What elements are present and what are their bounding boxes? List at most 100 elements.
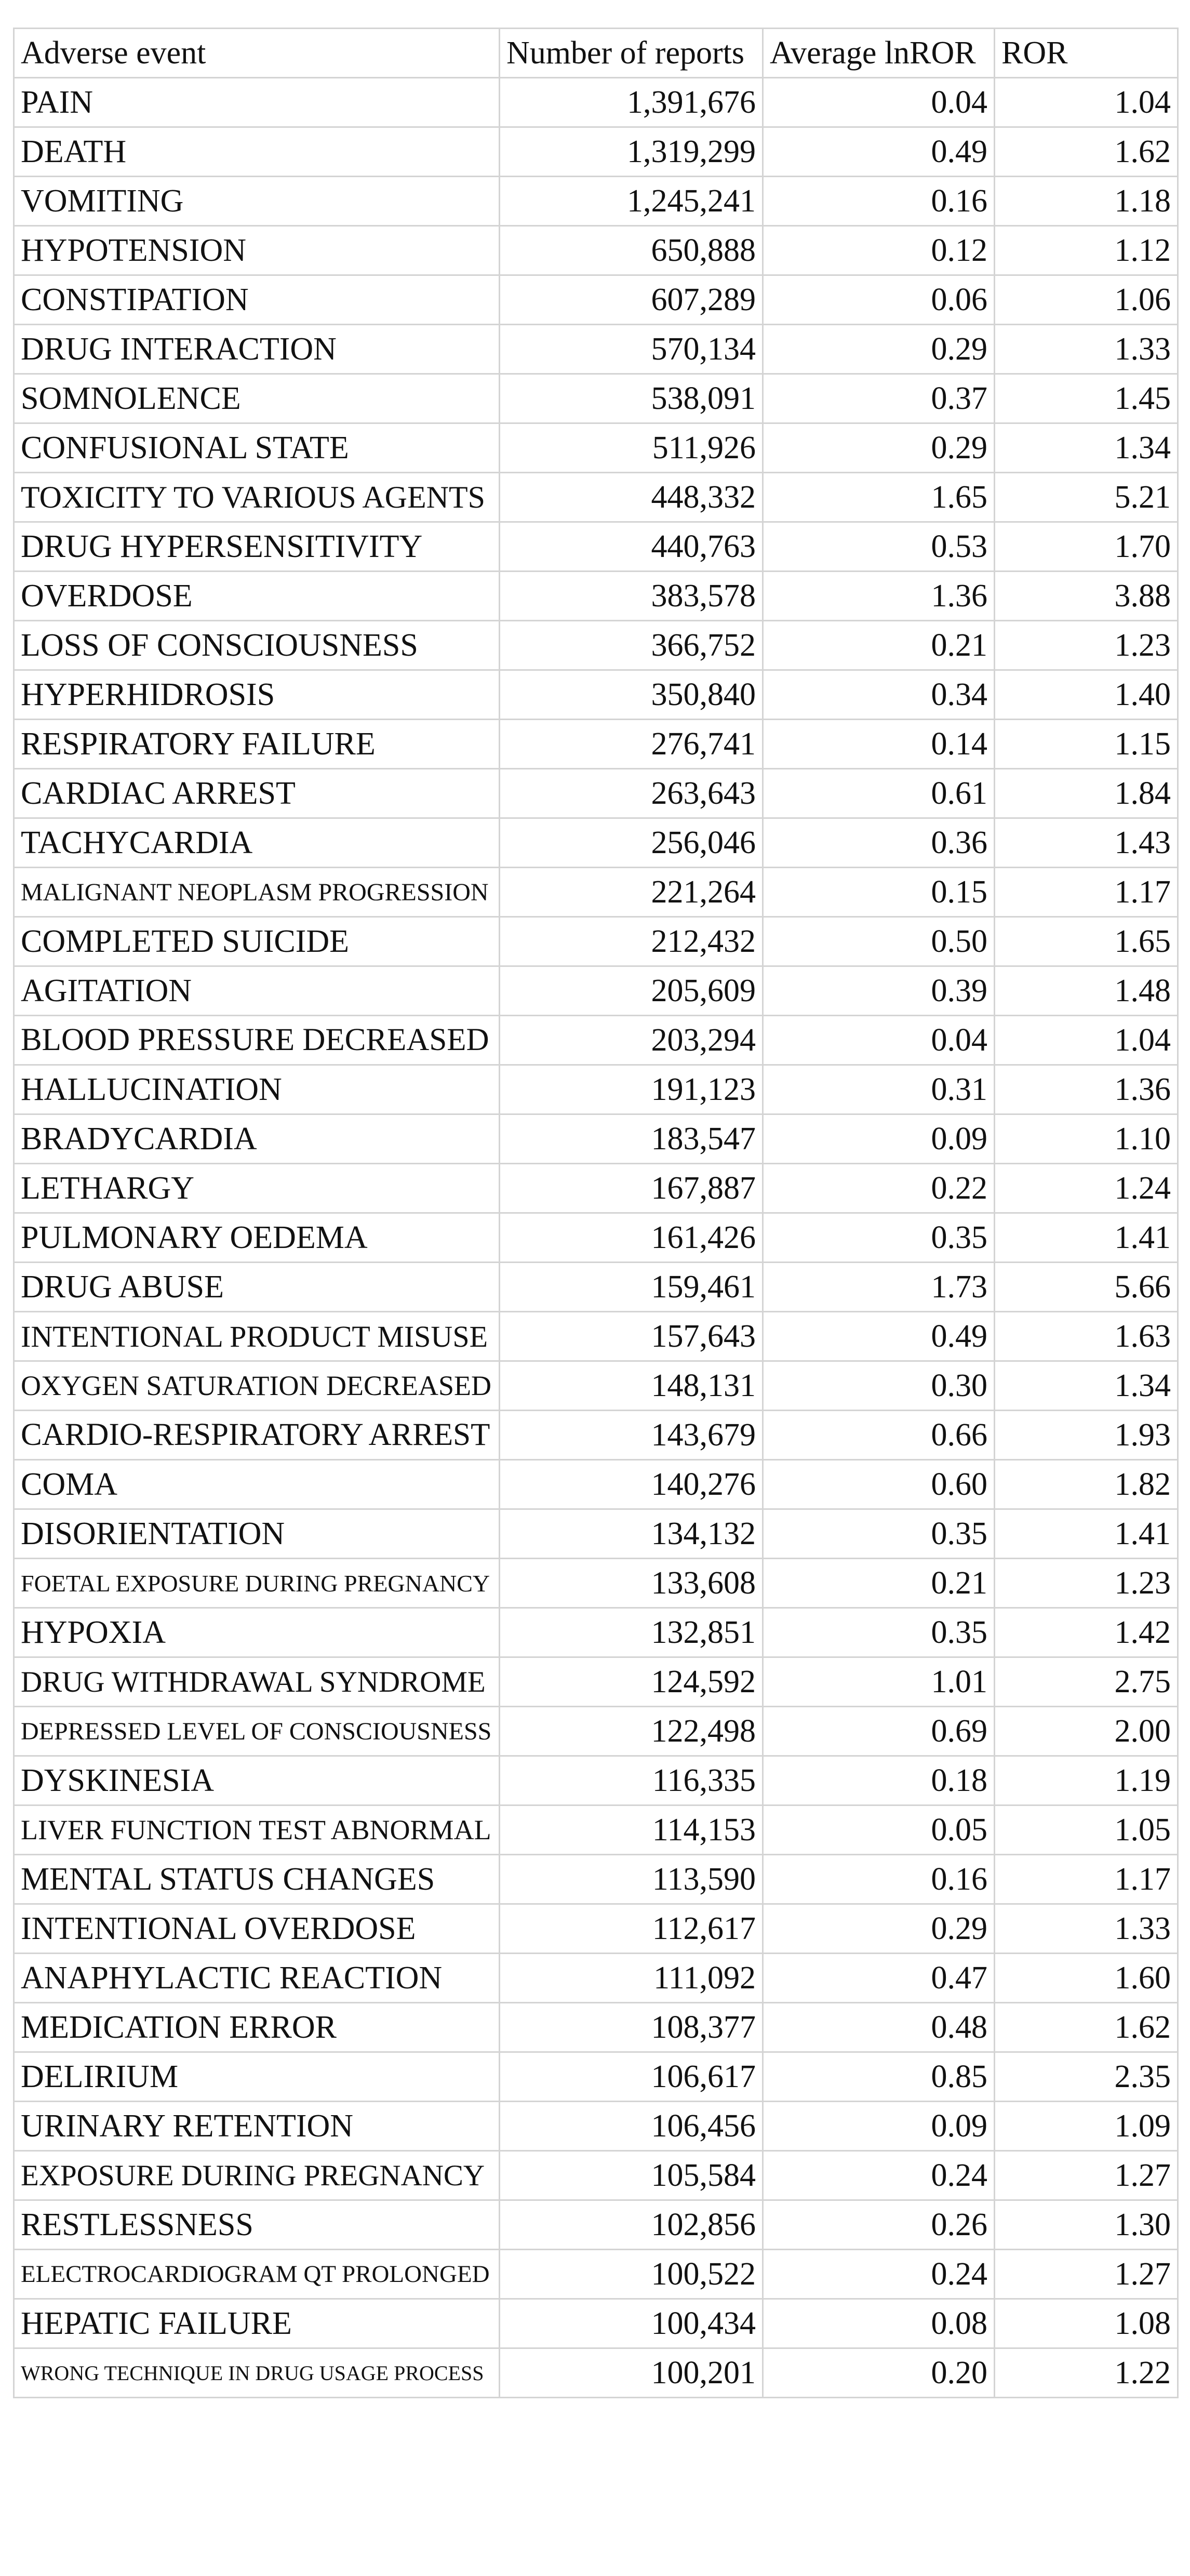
cell-text: 1,391,676 [627, 84, 756, 120]
number-cell: 111,092 [499, 1953, 764, 2003]
cell-text: LIVER FUNCTION TEST ABNORMAL [21, 1814, 491, 1845]
data-row: FOETAL EXPOSURE DURING PREGNANCY 133,608 0… [13, 1558, 1179, 1609]
number-cell: 0.61 [762, 768, 995, 819]
number-cell: 0.66 [762, 1410, 995, 1460]
cell-text: 3.88 [1114, 578, 1171, 614]
event-cell: BRADYCARDIA [13, 1113, 500, 1164]
number-cell: 1.19 [994, 1755, 1179, 1806]
cell-text: CARDIAC ARREST [21, 775, 296, 811]
data-row: TOXICITY TO VARIOUS AGENTS 448,332 1.65 5.2… [13, 472, 1179, 523]
cell-text: 140,276 [651, 1466, 756, 1502]
cell-text: 102,856 [651, 2207, 756, 2242]
cell-text: 1.10 [1114, 1121, 1171, 1157]
cell-text: 0.15 [931, 874, 988, 910]
number-cell: 1.33 [994, 324, 1179, 375]
number-cell: 1.41 [994, 1508, 1179, 1559]
data-row: DEATH 1,319,299 0.49 1.62 [13, 126, 1179, 177]
cell-text: 1.18 [1114, 183, 1171, 219]
cell-text: 1.45 [1114, 380, 1171, 416]
data-row: PAIN 1,391,676 0.04 1.04 [13, 77, 1179, 128]
cell-text: 191,123 [651, 1071, 756, 1107]
cell-text: 159,461 [651, 1269, 756, 1305]
table-body: Adverse event Number of reports Average ln… [13, 28, 1179, 2398]
number-cell: 1.36 [994, 1064, 1179, 1115]
cell-text: 0.09 [931, 2108, 988, 2144]
cell-text: 0.24 [931, 2256, 988, 2292]
cell-text: 2.35 [1114, 2059, 1171, 2094]
cell-text: INTENTIONAL PRODUCT MISUSE [21, 1319, 488, 1353]
event-cell: SOMNOLENCE [13, 373, 500, 424]
data-row: SOMNOLENCE 538,091 0.37 1.45 [13, 373, 1179, 424]
header-cell: Average lnROR [762, 28, 995, 78]
cell-text: 1.04 [1114, 84, 1171, 120]
cell-text: URINARY RETENTION [21, 2108, 354, 2144]
cell-text: 1.93 [1114, 1417, 1171, 1453]
cell-text: SOMNOLENCE [21, 380, 241, 416]
number-cell: 102,856 [499, 2199, 764, 2250]
number-cell: 0.20 [762, 2347, 995, 2398]
cell-text: 116,335 [652, 1762, 756, 1798]
number-cell: 570,134 [499, 324, 764, 375]
table-wrap: Adverse event Number of reports Average ln… [13, 28, 1179, 2398]
number-cell: 448,332 [499, 472, 764, 523]
cell-text: 1.04 [1114, 1022, 1171, 1058]
cell-text: TACHYCARDIA [21, 825, 253, 860]
number-cell: 1.09 [994, 2101, 1179, 2152]
cell-text: 1.24 [1114, 1170, 1171, 1206]
cell-text: 0.50 [931, 923, 988, 959]
data-row: CARDIAC ARREST 263,643 0.61 1.84 [13, 768, 1179, 819]
number-cell: 0.35 [762, 1508, 995, 1559]
cell-text: 1,245,241 [627, 183, 756, 219]
cell-text: CONFUSIONAL STATE [21, 430, 349, 466]
cell-text: 0.12 [931, 232, 988, 268]
cell-text: 1.63 [1114, 1318, 1171, 1354]
number-cell: 1.06 [994, 274, 1179, 325]
cell-text: 183,547 [651, 1121, 756, 1157]
cell-text: 0.31 [931, 1071, 988, 1107]
number-cell: 607,289 [499, 274, 764, 325]
event-cell: ANAPHYLACTIC REACTION [13, 1953, 500, 2003]
number-cell: 0.24 [762, 2249, 995, 2300]
data-row: HYPOTENSION 650,888 0.12 1.12 [13, 225, 1179, 276]
cell-text: 0.04 [931, 84, 988, 120]
number-cell: 0.14 [762, 719, 995, 769]
cell-text: 1.48 [1114, 973, 1171, 1008]
data-row: HALLUCINATION 191,123 0.31 1.36 [13, 1064, 1179, 1115]
event-cell: MALIGNANT NEOPLASM PROGRESSION [13, 867, 500, 918]
cell-text: DYSKINESIA [21, 1762, 214, 1798]
number-cell: 133,608 [499, 1558, 764, 1609]
number-cell: 191,123 [499, 1064, 764, 1115]
data-row: CARDIO-RESPIRATORY ARREST 143,679 0.66 1.93 [13, 1410, 1179, 1460]
cell-text: 1.27 [1114, 2256, 1171, 2292]
number-cell: 106,456 [499, 2101, 764, 2152]
number-cell: 0.12 [762, 225, 995, 276]
cell-text: 106,456 [651, 2108, 756, 2144]
data-row: INTENTIONAL PRODUCT MISUSE 157,643 0.49 1.6… [13, 1311, 1179, 1362]
number-cell: 0.29 [762, 324, 995, 375]
number-cell: 105,584 [499, 2150, 764, 2201]
number-cell: 0.35 [762, 1212, 995, 1263]
header-cell: ROR [994, 28, 1179, 78]
number-cell: 122,498 [499, 1706, 764, 1757]
number-cell: 1.17 [994, 867, 1179, 918]
event-cell: INTENTIONAL PRODUCT MISUSE [13, 1311, 500, 1362]
data-row: OVERDOSE 383,578 1.36 3.88 [13, 570, 1179, 621]
number-cell: 1.24 [994, 1163, 1179, 1214]
cell-text: 538,091 [651, 380, 756, 416]
cell-text: TOXICITY TO VARIOUS AGENTS [21, 480, 485, 514]
number-cell: 0.09 [762, 2101, 995, 2152]
cell-text: 0.08 [931, 2305, 988, 2341]
event-cell: OVERDOSE [13, 570, 500, 621]
cell-text: 167,887 [651, 1170, 756, 1206]
event-cell: COMA [13, 1459, 500, 1510]
data-row: HEPATIC FAILURE 100,434 0.08 1.08 [13, 2298, 1179, 2349]
cell-text: INTENTIONAL OVERDOSE [21, 1910, 416, 1946]
number-cell: 134,132 [499, 1508, 764, 1559]
number-cell: 2.00 [994, 1706, 1179, 1757]
cell-text: DRUG HYPERSENSITIVITY [21, 528, 423, 564]
event-cell: DEPRESSED LEVEL OF CONSCIOUSNESS [13, 1706, 500, 1757]
cell-text: 1.33 [1114, 1910, 1171, 1946]
cell-text: CONSTIPATION [21, 282, 249, 317]
cell-text: AGITATION [21, 973, 192, 1008]
number-cell: 148,131 [499, 1360, 764, 1411]
